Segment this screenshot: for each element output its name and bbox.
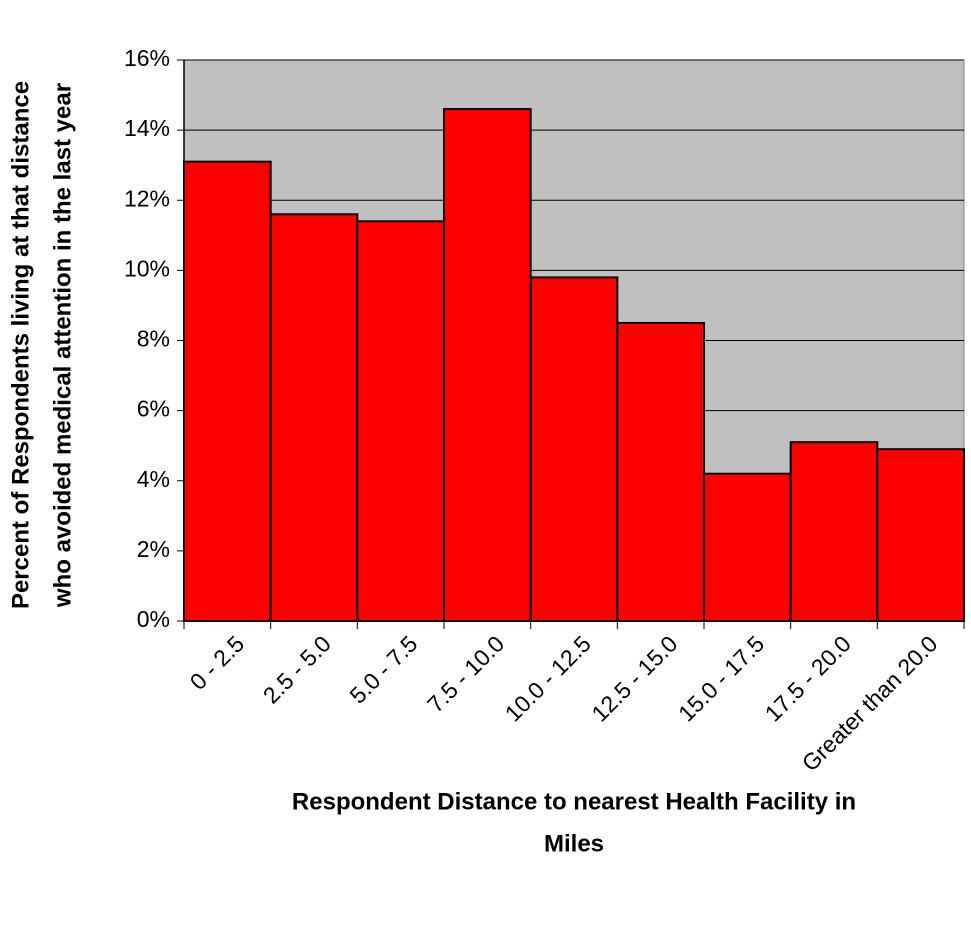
x-tick-label: 7.5 - 10.0 xyxy=(422,630,509,717)
bar xyxy=(356,220,446,622)
y-tick-label: 10% xyxy=(124,255,170,281)
x-tick-label: 2.5 - 5.0 xyxy=(258,630,336,708)
y-tick-label: 12% xyxy=(124,185,170,211)
bar xyxy=(789,441,879,622)
bar xyxy=(616,321,705,622)
y-tick-label: 2% xyxy=(137,536,170,562)
bar xyxy=(269,213,359,622)
x-tick-label: 5.0 - 7.5 xyxy=(344,630,422,708)
y-axis-title: who avoided medical attention in the las… xyxy=(49,83,76,608)
x-tick-label: 10.0 - 12.5 xyxy=(500,630,596,726)
y-tick-label: 6% xyxy=(137,396,170,422)
y-tick-label: 14% xyxy=(124,115,170,141)
x-tick-label: 15.0 - 17.5 xyxy=(673,630,769,726)
y-tick-label: 0% xyxy=(137,606,170,632)
y-axis-title: Percent of Respondents living at that di… xyxy=(7,81,34,609)
y-tick-label: 4% xyxy=(137,466,170,492)
y-tick-label: 16% xyxy=(124,45,170,71)
x-axis-title: Respondent Distance to nearest Health Fa… xyxy=(292,788,856,815)
bar xyxy=(876,448,965,622)
y-tick-label: 8% xyxy=(137,326,170,352)
bar xyxy=(703,472,792,622)
x-tick-label: 0 - 2.5 xyxy=(185,630,250,695)
bar xyxy=(443,108,532,623)
bar xyxy=(183,160,272,622)
x-tick-label: 12.5 - 15.0 xyxy=(586,630,682,726)
bar xyxy=(529,276,619,622)
x-axis-title: Miles xyxy=(544,830,604,857)
